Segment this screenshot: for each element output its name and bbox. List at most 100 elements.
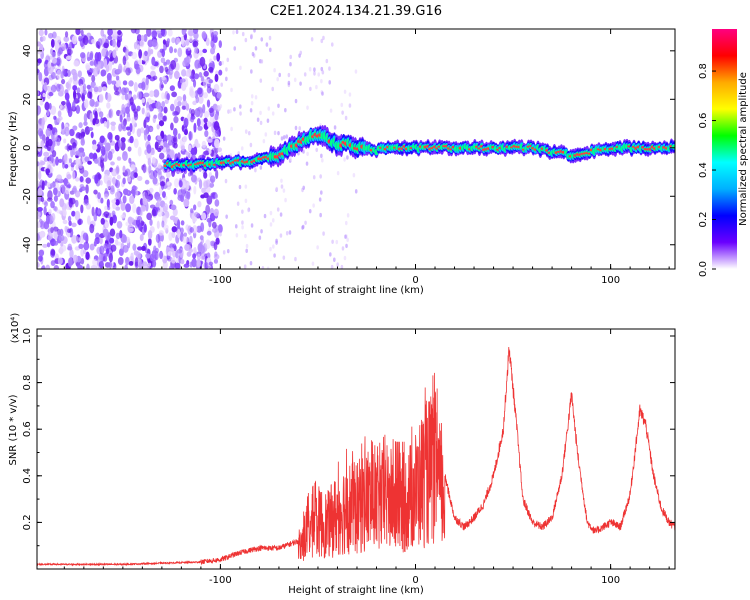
noise-speck — [206, 230, 212, 236]
noise-speck — [121, 94, 126, 100]
y-tick-label: -20 — [22, 188, 33, 204]
noise-speck — [218, 69, 223, 76]
noise-speck — [80, 138, 85, 146]
noise-speck — [271, 86, 275, 92]
noise-speck — [157, 163, 162, 169]
noise-speck — [112, 49, 117, 59]
noise-speck — [67, 243, 72, 250]
noise-speck — [179, 78, 183, 84]
noise-speck — [133, 138, 139, 149]
noise-speck — [161, 92, 165, 100]
noise-speck — [193, 122, 197, 133]
noise-speck — [335, 239, 339, 245]
colorbar-tick-label: 0.0 — [698, 261, 709, 277]
noise-speck — [159, 65, 164, 74]
noise-speck — [77, 218, 82, 226]
noise-speck — [116, 39, 121, 48]
noise-speck — [208, 79, 213, 84]
noise-speck — [48, 208, 52, 215]
noise-speck — [97, 208, 101, 215]
noise-speck — [144, 179, 150, 185]
noise-speck — [269, 222, 273, 227]
noise-speck — [125, 203, 132, 213]
noise-speck — [312, 175, 316, 180]
noise-speck — [217, 224, 223, 234]
noise-speck — [70, 162, 75, 168]
noise-speck — [198, 49, 203, 56]
noise-speck — [166, 93, 170, 101]
noise-speck — [288, 230, 292, 235]
noise-speck — [128, 93, 132, 99]
noise-speck — [89, 60, 95, 66]
noise-speck — [285, 231, 289, 236]
noise-speck — [118, 140, 123, 149]
noise-speck — [129, 96, 134, 106]
noise-speck — [46, 242, 51, 248]
noise-speck — [187, 172, 192, 177]
noise-speck — [78, 243, 84, 250]
noise-speck — [221, 60, 225, 66]
noise-speck — [94, 51, 100, 62]
noise-speck — [132, 203, 137, 214]
noise-speck — [98, 93, 104, 103]
noise-speck — [234, 224, 238, 229]
noise-speck — [93, 212, 98, 222]
noise-speck — [269, 246, 272, 252]
noise-speck — [293, 77, 297, 83]
noise-speck — [41, 121, 45, 131]
noise-speck — [200, 194, 206, 199]
noise-speck — [260, 59, 264, 64]
noise-speck — [151, 30, 158, 39]
noise-speck — [152, 75, 158, 81]
noise-speck — [115, 199, 120, 206]
noise-speck — [99, 245, 105, 255]
noise-speck — [174, 262, 181, 269]
noise-speck — [181, 82, 187, 91]
noise-speck — [130, 170, 136, 180]
noise-speck — [156, 220, 160, 229]
noise-speck — [196, 253, 201, 261]
noise-speck — [97, 38, 103, 46]
y-tick-label: -40 — [22, 237, 33, 253]
noise-speck — [176, 95, 183, 102]
noise-speck — [272, 244, 275, 249]
noise-speck — [113, 31, 119, 37]
noise-speck — [200, 77, 204, 82]
noise-speck — [138, 222, 142, 231]
noise-speck — [100, 29, 105, 37]
noise-speck — [289, 62, 292, 67]
noise-speck — [235, 29, 239, 35]
noise-speck — [189, 35, 193, 43]
noise-speck — [66, 231, 71, 238]
noise-speck — [104, 205, 108, 211]
noise-speck — [157, 209, 163, 217]
noise-speck — [147, 157, 152, 166]
noise-speck — [63, 177, 68, 187]
noise-speck — [101, 86, 107, 92]
noise-speck — [198, 87, 204, 98]
noise-speck — [311, 261, 315, 266]
noise-speck — [157, 135, 162, 141]
noise-speck — [189, 90, 196, 99]
noise-speck — [298, 126, 302, 131]
noise-speck — [114, 90, 120, 96]
noise-speck — [156, 123, 160, 130]
noise-speck — [207, 120, 211, 128]
noise-speck — [114, 191, 121, 199]
noise-speck — [261, 266, 265, 269]
noise-speck — [305, 161, 309, 166]
noise-speck — [244, 37, 248, 43]
noise-speck — [245, 243, 249, 249]
noise-speck — [203, 70, 209, 77]
noise-speck — [44, 101, 50, 111]
noise-speck — [209, 182, 215, 188]
snr-marks — [37, 346, 675, 567]
noise-speck — [141, 107, 145, 115]
noise-speck — [78, 147, 85, 153]
noise-speck — [259, 165, 263, 170]
noise-speck — [289, 156, 292, 161]
noise-speck — [187, 29, 194, 37]
colorbar-tick-label: 0.2 — [698, 212, 709, 228]
noise-speck — [320, 66, 324, 72]
noise-speck — [151, 56, 156, 66]
